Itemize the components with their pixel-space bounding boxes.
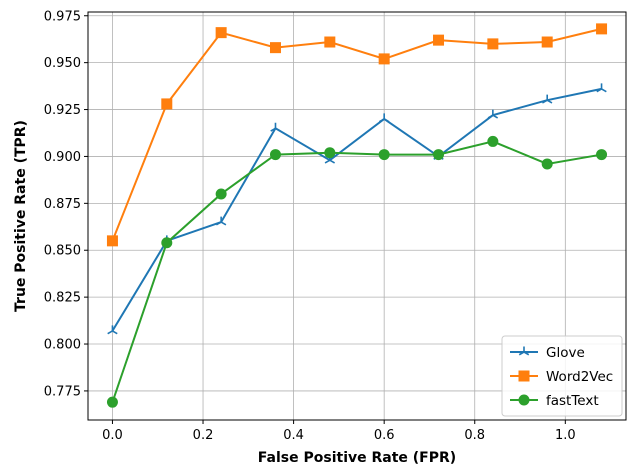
data-point-word2vec [269,42,281,54]
x-axis-title: False Positive Rate (FPR) [258,450,456,466]
data-point-fasttext [161,237,173,249]
data-point-glove [378,113,390,123]
legend-box [501,335,623,417]
data-point-glove [596,83,607,93]
legend-label-word2vec: Word2Vec [546,369,613,385]
y-tick-label: 0.850 [44,244,81,259]
y-axis-title: True Positive Rate (TPR) [13,120,29,312]
data-point-word2vec [487,38,499,50]
series-line-fasttext [111,140,602,403]
data-point-fasttext [269,149,281,161]
data-point-fasttext [215,188,227,200]
data-point-fasttext [487,135,499,147]
data-point-word2vec [378,53,390,65]
y-tick-label: 0.900 [44,150,81,165]
data-point-fasttext [324,147,336,159]
data-point-fasttext [378,149,390,161]
y-tick-label: 0.800 [44,338,81,353]
data-point-fasttext [433,149,445,161]
y-tick-label: 0.925 [44,103,81,118]
x-tick-label: 0.8 [464,428,485,443]
data-point-word2vec [596,23,608,35]
data-point-glove [542,94,553,104]
y-tick-label: 0.875 [44,197,81,212]
y-tick-label: 0.950 [44,56,81,71]
series-fasttext [106,135,608,408]
ticks: 0.0 0.2 0.4 0.6 0.8 1.0 0.775 0.800 0.825 0.850 0.… [44,9,576,443]
data-point-glove [107,325,118,335]
legend-marker-fasttext [518,394,530,406]
x-tick-label: 0.6 [374,428,395,443]
data-point-word2vec [324,36,336,48]
legend-label-glove: Glove [546,345,585,361]
series-line-word2vec [111,27,602,242]
data-point-glove [487,109,499,119]
legend-label-fasttext: fastText [546,393,599,409]
data-point-fasttext [106,396,118,408]
data-point-glove [215,216,227,226]
y-tick-label: 0.775 [44,384,81,399]
x-tick-label: 0.2 [193,428,214,443]
data-point-word2vec [541,36,553,48]
series-line-glove [111,87,602,332]
x-tick-label: 0.4 [283,428,304,443]
data-point-fasttext [541,158,553,170]
x-tick-label: 0.0 [102,428,123,443]
y-tick-label: 0.825 [44,291,81,306]
data-point-word2vec [215,27,227,39]
data-point-word2vec [433,34,445,46]
legend-marker-word2vec [518,370,530,382]
grid [88,12,626,420]
x-tick-label: 1.0 [555,428,576,443]
series-word2vec [106,23,608,247]
data-point-glove [270,122,281,132]
y-tick-label: 0.975 [44,9,81,24]
series-layer [106,23,608,408]
data-point-fasttext [596,149,608,161]
legend-marker-glove [518,346,530,356]
legend: Glove Word2Vec fastText [501,335,623,417]
data-point-word2vec [106,235,118,247]
plot-frame [87,11,627,421]
data-point-word2vec [161,98,173,110]
